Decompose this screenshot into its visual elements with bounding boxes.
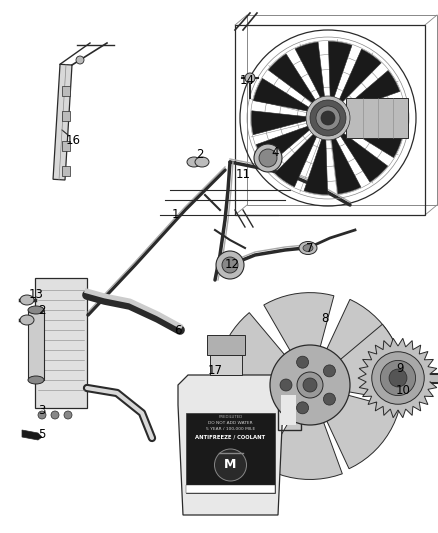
Polygon shape	[332, 139, 361, 194]
Polygon shape	[321, 324, 404, 401]
Circle shape	[254, 144, 282, 172]
Circle shape	[245, 73, 255, 83]
Polygon shape	[316, 389, 399, 469]
Ellipse shape	[20, 315, 34, 325]
Bar	[62, 141, 70, 151]
Text: DO NOT ADD WATER: DO NOT ADD WATER	[208, 421, 253, 425]
Text: 5 YEAR / 100,000 MILE: 5 YEAR / 100,000 MILE	[206, 427, 255, 431]
Text: 12: 12	[225, 259, 240, 271]
Circle shape	[259, 149, 277, 167]
Polygon shape	[251, 111, 306, 135]
Polygon shape	[316, 300, 401, 381]
Circle shape	[316, 106, 340, 130]
Text: M: M	[224, 458, 237, 472]
Polygon shape	[178, 375, 283, 515]
Text: 3: 3	[38, 403, 46, 416]
Text: 7: 7	[306, 241, 314, 254]
Polygon shape	[346, 98, 408, 138]
Polygon shape	[254, 78, 309, 111]
Circle shape	[64, 411, 72, 419]
Polygon shape	[275, 134, 317, 187]
Circle shape	[323, 393, 336, 405]
Text: 11: 11	[236, 168, 251, 182]
Text: 8: 8	[321, 311, 328, 325]
Circle shape	[222, 257, 238, 273]
Polygon shape	[263, 398, 343, 480]
Text: 16: 16	[66, 133, 81, 147]
Circle shape	[297, 372, 323, 398]
Bar	[207, 335, 245, 355]
Circle shape	[270, 345, 350, 425]
Ellipse shape	[28, 376, 44, 384]
Circle shape	[280, 379, 292, 391]
Text: 13: 13	[28, 288, 43, 302]
Ellipse shape	[20, 295, 34, 305]
Text: 2: 2	[38, 303, 46, 317]
Bar	[28, 310, 44, 380]
Bar	[210, 355, 242, 375]
Circle shape	[372, 352, 424, 404]
Polygon shape	[268, 54, 315, 103]
Text: 17: 17	[208, 364, 223, 376]
Text: 14: 14	[240, 74, 254, 86]
Bar	[62, 111, 70, 121]
Polygon shape	[304, 139, 328, 195]
Polygon shape	[339, 49, 381, 102]
Text: 10: 10	[396, 384, 410, 397]
Polygon shape	[218, 386, 301, 461]
Text: 2: 2	[196, 149, 204, 161]
Bar	[35, 278, 87, 408]
Circle shape	[38, 411, 46, 419]
Text: 4: 4	[271, 146, 279, 158]
Circle shape	[215, 449, 247, 481]
Circle shape	[297, 402, 309, 414]
Polygon shape	[256, 126, 310, 165]
Text: 9: 9	[396, 361, 404, 375]
Polygon shape	[281, 395, 296, 425]
Text: 5: 5	[38, 429, 46, 441]
Polygon shape	[264, 293, 334, 373]
Circle shape	[389, 369, 407, 387]
Ellipse shape	[187, 157, 201, 167]
Circle shape	[216, 251, 244, 279]
Polygon shape	[347, 125, 403, 158]
Circle shape	[306, 96, 350, 140]
Polygon shape	[53, 64, 72, 180]
Bar	[186, 413, 275, 493]
Text: 6: 6	[174, 324, 182, 336]
Polygon shape	[346, 70, 400, 110]
Polygon shape	[358, 338, 438, 418]
Polygon shape	[216, 313, 300, 384]
Bar	[62, 86, 70, 96]
Bar	[186, 485, 275, 493]
Circle shape	[321, 111, 335, 125]
Polygon shape	[341, 133, 388, 182]
Ellipse shape	[303, 245, 313, 252]
Circle shape	[297, 356, 309, 368]
Polygon shape	[295, 42, 325, 98]
Text: 1: 1	[171, 208, 179, 222]
Circle shape	[323, 365, 336, 377]
Text: ANTIFREEZE / COOLANT: ANTIFREEZE / COOLANT	[195, 434, 265, 440]
Circle shape	[76, 56, 84, 64]
Polygon shape	[328, 42, 352, 97]
Ellipse shape	[299, 241, 317, 254]
Circle shape	[380, 360, 416, 395]
Circle shape	[51, 411, 59, 419]
Ellipse shape	[28, 306, 44, 314]
Circle shape	[303, 378, 317, 392]
Circle shape	[310, 100, 346, 136]
Text: PREDILUTED: PREDILUTED	[219, 415, 243, 419]
Polygon shape	[22, 430, 42, 440]
Ellipse shape	[195, 157, 209, 167]
Polygon shape	[350, 101, 405, 125]
Bar	[62, 166, 70, 176]
